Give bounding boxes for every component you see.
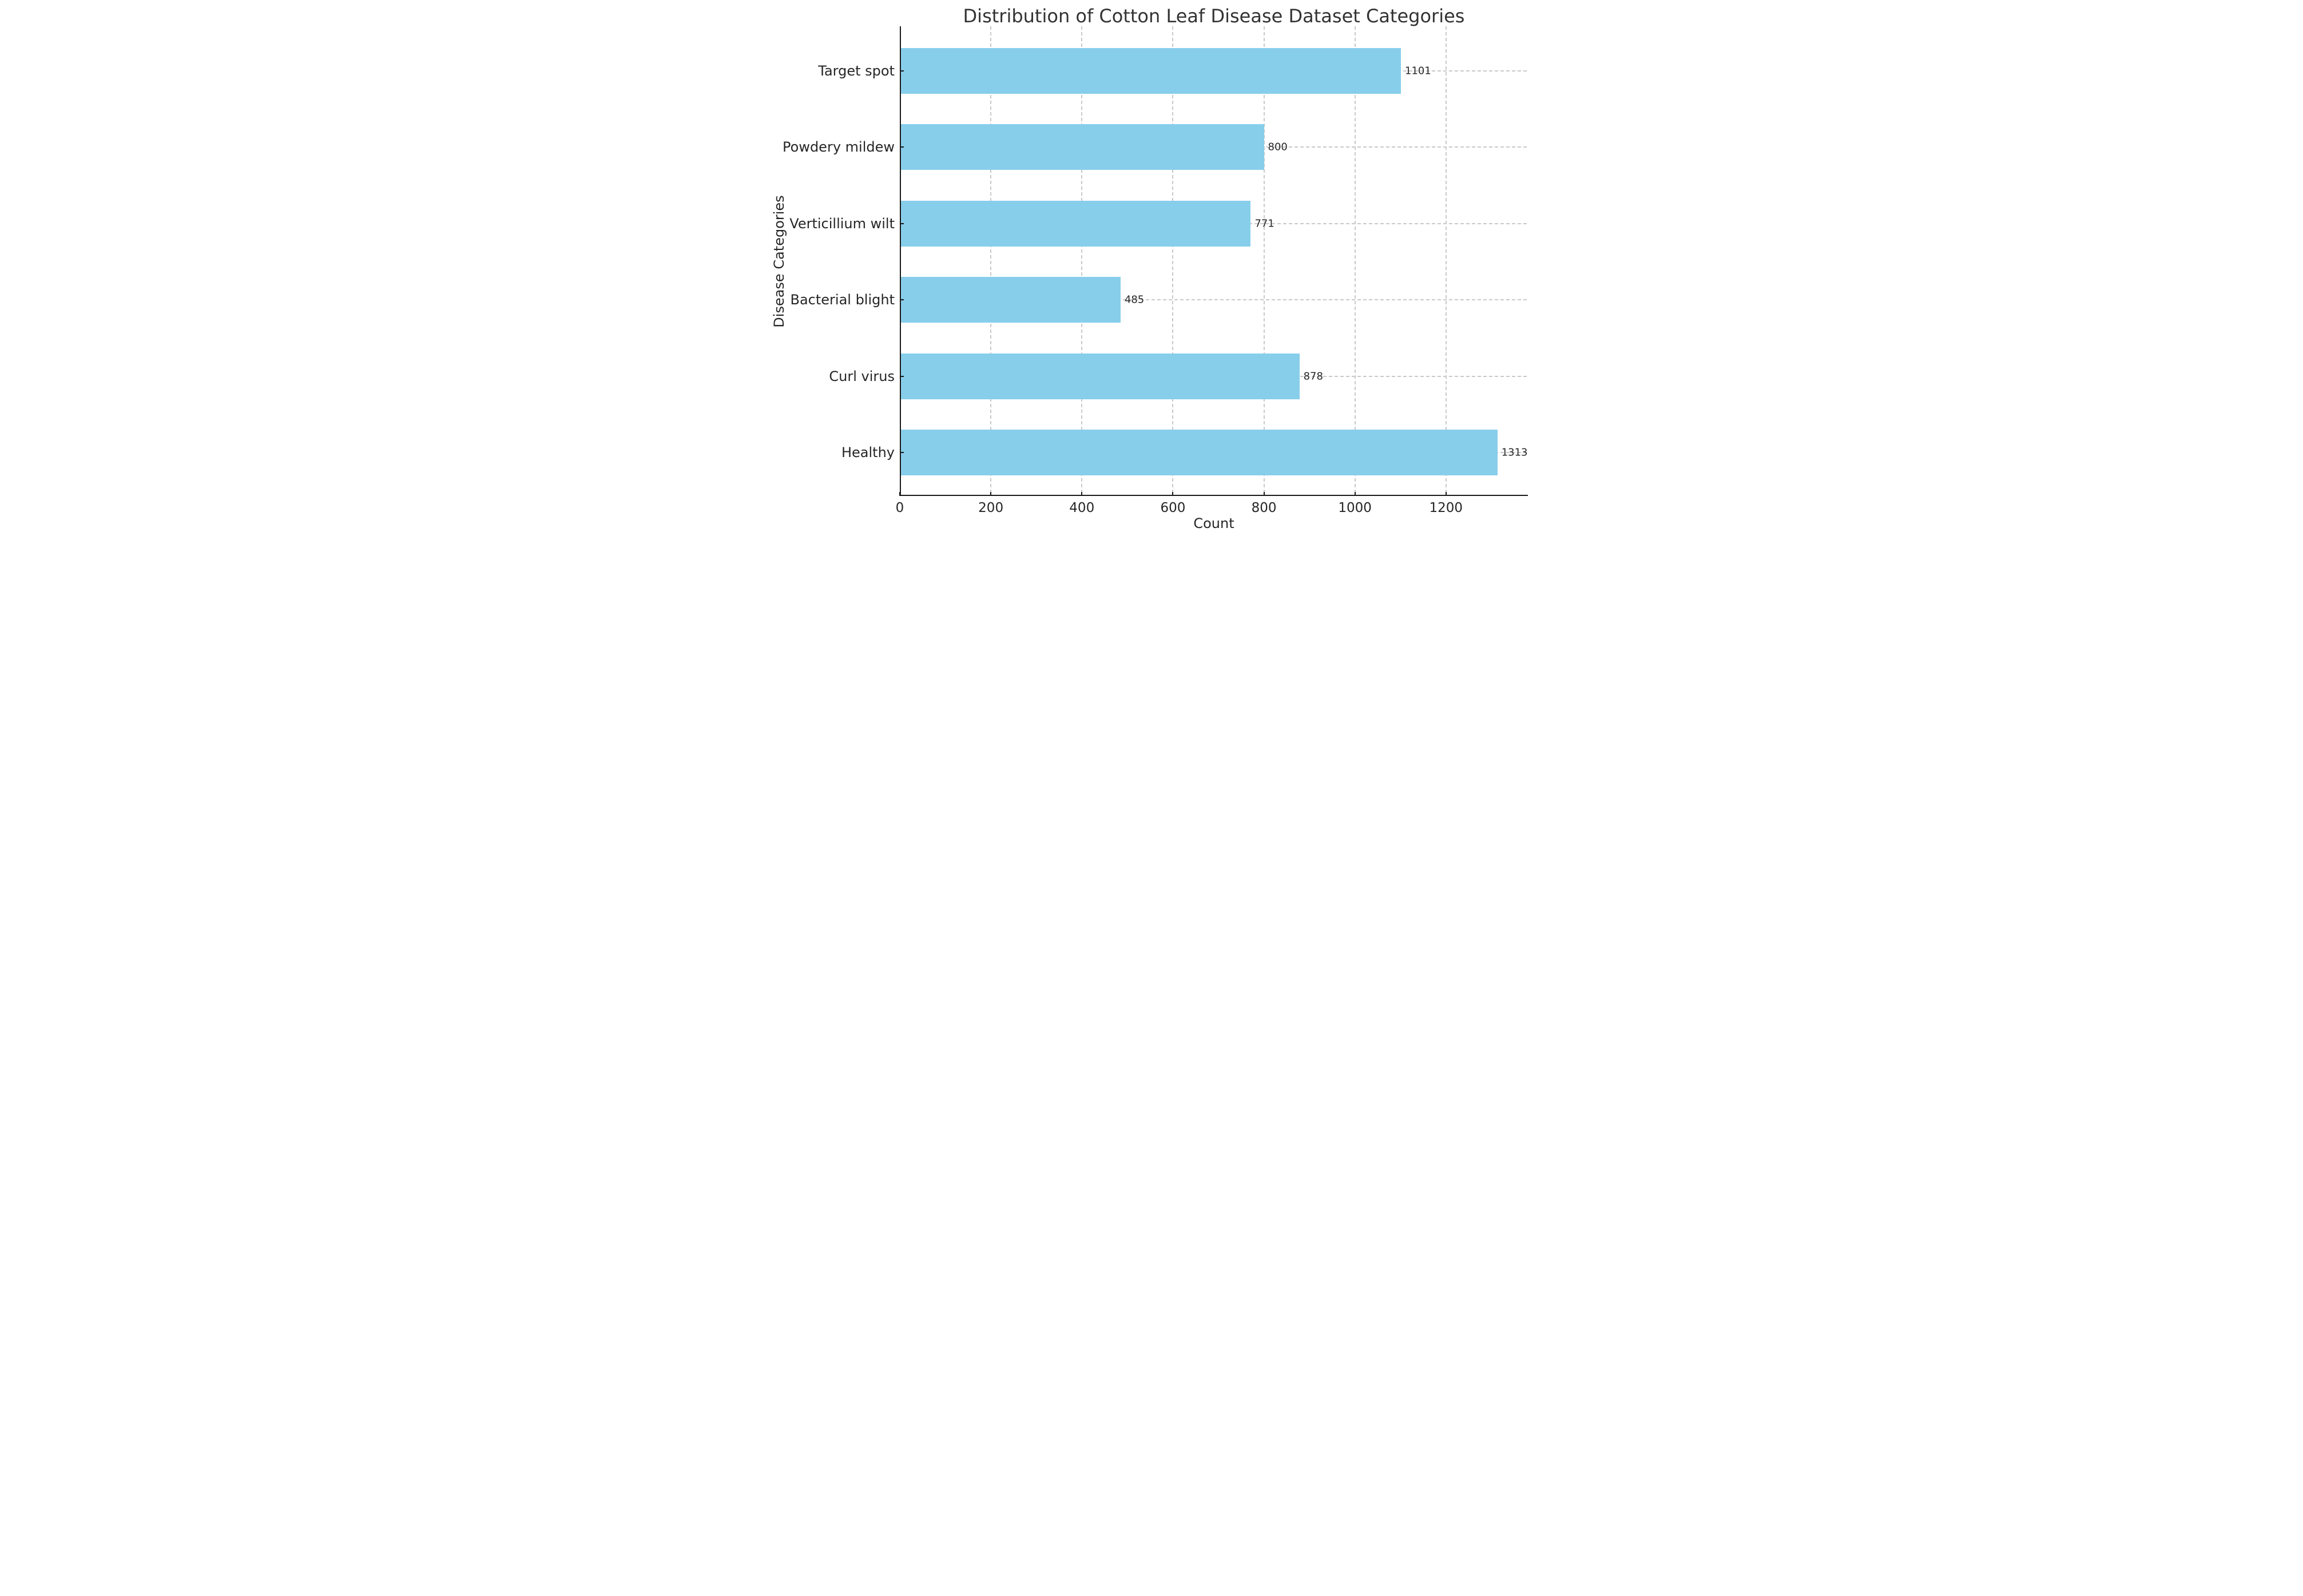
y-tick-mark	[900, 70, 904, 72]
y-axis-spine	[900, 26, 901, 496]
x-tick-label: 600	[1160, 501, 1186, 515]
x-tick-mark	[990, 492, 992, 496]
y-tick-mark	[900, 451, 904, 453]
y-tick-label: Verticillium wilt	[789, 215, 895, 232]
bar-value-label: 1313	[1501, 446, 1528, 459]
y-tick-mark	[900, 299, 904, 301]
x-tick-label: 400	[1069, 501, 1095, 515]
y-tick-label: Curl virus	[829, 368, 895, 384]
bar-value-label: 800	[1268, 141, 1288, 153]
x-gridline	[1081, 26, 1083, 496]
x-tick-mark	[1445, 492, 1447, 496]
x-axis-label: Count	[1193, 515, 1234, 531]
x-tick-mark	[1354, 492, 1356, 496]
plot-area: 0 200 400 600 800 1000 1200 Target spot 1101 Powd…	[783, 26, 1528, 515]
x-tick-label: 0	[895, 501, 904, 515]
chart-figure: Distribution of Cotton Leaf Disease Data…	[768, 0, 1535, 532]
bar-curl-virus	[900, 353, 1300, 399]
x-tick-label: 1200	[1429, 501, 1463, 515]
x-tick-label: 200	[978, 501, 1004, 515]
bar-value-label: 485	[1124, 293, 1145, 306]
y-tick-mark	[900, 223, 904, 224]
chart-title: Distribution of Cotton Leaf Disease Data…	[963, 5, 1465, 27]
y-tick-label: Target spot	[818, 63, 895, 80]
x-tick-mark	[1263, 492, 1265, 496]
bar-value-label: 1101	[1405, 65, 1431, 77]
y-tick-label: Healthy	[841, 444, 895, 460]
x-tick-label: 800	[1251, 501, 1277, 515]
x-gridline	[1172, 26, 1174, 496]
bar-healthy	[900, 429, 1498, 475]
bar-verticillium-wilt	[900, 200, 1251, 247]
x-gridline	[1445, 26, 1447, 496]
x-tick-mark	[1172, 492, 1174, 496]
y-gridline	[900, 299, 1528, 301]
x-tick-mark	[899, 492, 900, 496]
bar-value-label: 878	[1303, 370, 1323, 383]
x-tick-label: 1000	[1338, 501, 1372, 515]
x-gridline	[1354, 26, 1356, 496]
y-tick-mark	[900, 146, 904, 148]
y-tick-label: Bacterial blight	[790, 292, 895, 308]
bar-target-spot	[900, 48, 1401, 94]
x-tick-mark	[1081, 492, 1083, 496]
bar-powdery-mildew	[900, 124, 1264, 170]
bar-value-label: 771	[1254, 217, 1274, 230]
y-tick-mark	[900, 375, 904, 377]
x-axis-spine	[900, 495, 1528, 496]
y-tick-label: Powdery mildew	[783, 139, 895, 156]
bar-bacterial-blight	[900, 277, 1121, 323]
x-gridline	[990, 26, 992, 496]
y-axis-label: Disease Categories	[771, 194, 787, 328]
x-gridline	[1263, 26, 1265, 496]
